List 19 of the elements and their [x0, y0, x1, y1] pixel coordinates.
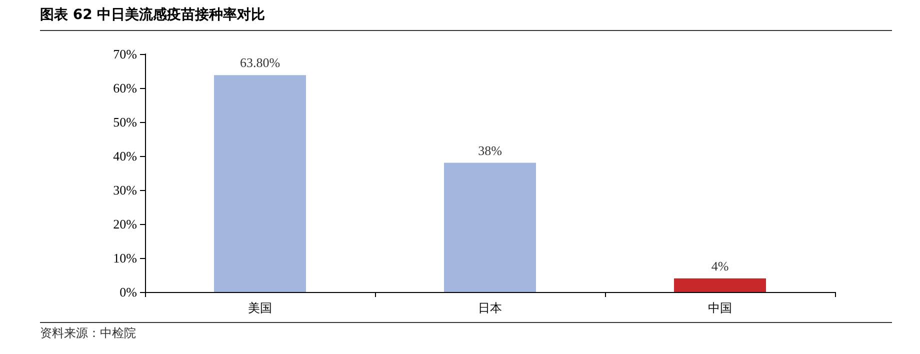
bar: [674, 278, 766, 292]
y-tick-label: 50%: [113, 114, 138, 130]
x-tick-label: 中国: [708, 301, 732, 315]
data-label: 63.80%: [240, 55, 280, 70]
bar: [444, 162, 536, 292]
y-tick-label: 30%: [113, 182, 138, 198]
y-tick-label: 40%: [113, 148, 138, 164]
y-tick-label: 70%: [113, 46, 138, 62]
y-tick-label: 20%: [113, 216, 138, 232]
y-tick-label: 60%: [113, 80, 138, 96]
data-label: 38%: [478, 142, 502, 158]
text: 资料来源：中检院: [40, 325, 136, 342]
data-label: 4%: [711, 258, 729, 274]
chart-title: 图表 62 中日美流感疫苗接种率对比: [40, 6, 266, 24]
y-tick-label: 10%: [113, 250, 138, 266]
y-tick-label: 0%: [120, 284, 138, 300]
x-tick-label: 日本: [478, 301, 502, 315]
x-tick-label: 美国: [248, 301, 272, 315]
bar: [214, 75, 306, 292]
